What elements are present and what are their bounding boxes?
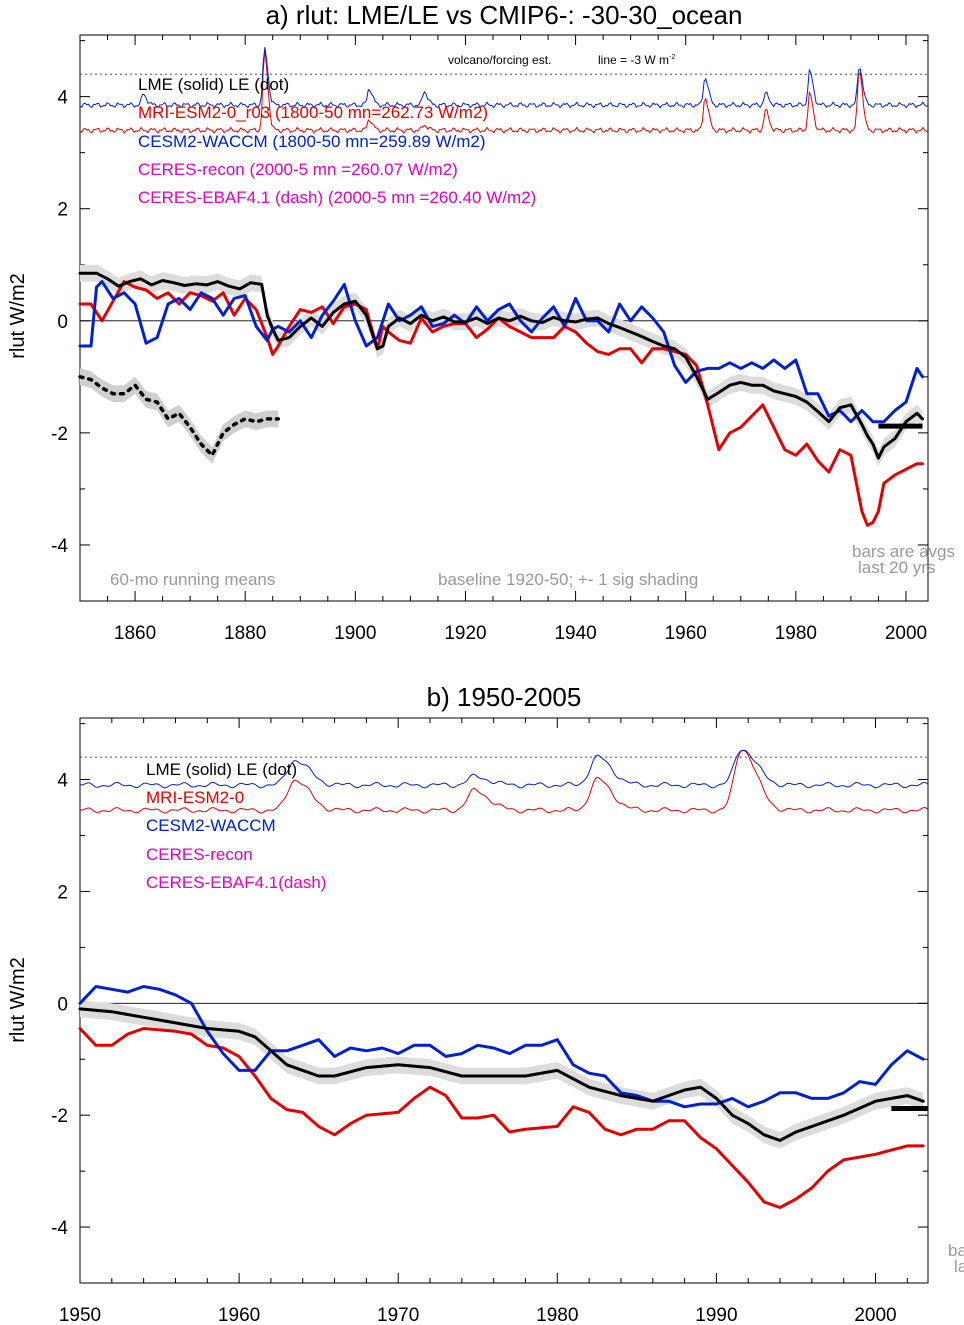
panel-a-ytick-label: -4 [51,536,68,557]
panel-a-xtick-label: 1940 [554,623,596,644]
panel-b-xtick-label: 1950 [59,1305,101,1325]
panel-a-ytick-label: 0 [57,312,68,333]
panel-a-axes: 4 2 0 -2 -4 1860 1880 1900 1920 1940 1960 1980 2000 [51,35,928,644]
panel-a-xtick-label: 1880 [224,623,266,644]
panel-a-lme-shading [80,264,923,467]
panel-b-forcing-cesm [79,749,929,789]
panel-b-xtick-label: 2000 [854,1305,896,1325]
panel-b-series [78,749,929,1209]
panel-a-running-note: 60-mo running means [110,570,275,589]
panel-b-forcing-mri [79,749,929,814]
panel-b-legend-ceres-recon: CERES-recon [146,845,253,864]
panel-a-legend-ceres-recon: CERES-recon (2000-5 mn =260.07 W/m2) [138,160,458,179]
panel-a-series [78,47,929,527]
panel-a-legend-cesm: CESM2-WACCM (1800-50 mn=259.89 W/m2) [138,132,486,151]
panel-a-series-le-dot [78,375,280,458]
panel-a-xtick-label: 1960 [665,623,707,644]
panel-a-legend-mri: MRI-ESM2-0_r03 (1800-50 mn=262.73 W/m2) [138,103,488,122]
panel-b-axes: 4 2 0 -2 -4 1950 1960 1970 1980 1990 2000 [51,718,928,1325]
panel-a-legend-lme: LME (solid) LE (dot) [138,75,289,94]
panel-a-series-cesm2-waccm [78,280,924,424]
panel-b-bars-note-1: ba [948,1241,964,1260]
panel-b-ylabel: rlut W/m2 [7,957,29,1043]
panel-b-ytick-label: 4 [57,771,68,792]
panel-a-bars-note-2: last 20 yrs [858,558,935,577]
panel-b-xtick-label: 1980 [536,1305,578,1325]
panel-b-ytick-label: -2 [51,1106,68,1127]
panel-a-xtick-label: 1900 [334,623,376,644]
panel-b-ytick-label: 2 [57,882,68,903]
panel-a-xtick-label: 2000 [885,623,927,644]
panel-b-title: b) 1950-2005 [427,682,582,712]
panel-b-xtick-label: 1970 [377,1305,419,1325]
panel-b-legend: LME (solid) LE (dot) MRI-ESM2-0 CESM2-WA… [146,760,326,892]
panel-a-series-lme-solid [78,271,924,460]
panel-b: b) 1950-2005 4 2 0 -2 -4 1950 1960 1970 1980 1990… [7,682,964,1325]
panel-b-bars-note-2: la [954,1257,964,1276]
panel-a-xtick-label: 1920 [444,623,486,644]
panel-b-legend-ceres-ebaf: CERES-EBAF4.1(dash) [146,873,326,892]
panel-a-frame [79,34,929,602]
panel-a-baseline-note: baseline 1920-50; +- 1 sig shading [438,570,698,589]
panel-a-ylabel: rlut W/m2 [7,273,29,359]
panel-a-line-note: line = -3 W m-2 [598,53,675,67]
panel-a-ytick-label: -2 [51,424,68,445]
panel-b-xtick-label: 1990 [695,1305,737,1325]
panel-b-legend-cesm: CESM2-WACCM [146,816,276,835]
panel-a-xtick-label: 1980 [775,623,817,644]
panel-a-series-mri-esm2-0-r03 [78,280,924,527]
panel-a-ytick-label: 4 [57,88,68,109]
panel-b-ytick-label: -4 [51,1218,68,1239]
panel-b-ytick-label: 0 [57,994,68,1015]
panel-b-legend-lme: LME (solid) LE (dot) [146,760,297,779]
panel-a-forcing-mri [79,50,929,134]
panel-b-series-cesm2-waccm [78,985,925,1109]
panel-a-bars-note-1: bars are avgs [852,542,955,561]
panel-a: a) rlut: LME/LE vs CMIP6-: -30-30_ocean … [7,0,955,644]
panel-a-legend-ceres-ebaf: CERES-EBAF4.1 (dash) (2000-5 mn =260.40 … [138,188,536,207]
panel-a-volcano-note: volcano/forcing est. [448,53,551,67]
panel-b-legend-mri: MRI-ESM2-0 [146,788,244,807]
panel-a-xtick-label: 1860 [114,623,156,644]
panel-a-legend: LME (solid) LE (dot) MRI-ESM2-0_r03 (180… [138,75,536,207]
panel-b-series-lme-solid [78,1007,925,1142]
panel-a-ytick-label: 2 [57,200,68,221]
panel-a-line-note-sup: -2 [669,54,675,61]
panel-a-forcing-cesm [79,47,929,109]
panel-b-series-mri-esm2-0 [78,1027,925,1209]
panel-a-title: a) rlut: LME/LE vs CMIP6-: -30-30_ocean [266,0,743,30]
panel-b-xtick-label: 1960 [218,1305,260,1325]
